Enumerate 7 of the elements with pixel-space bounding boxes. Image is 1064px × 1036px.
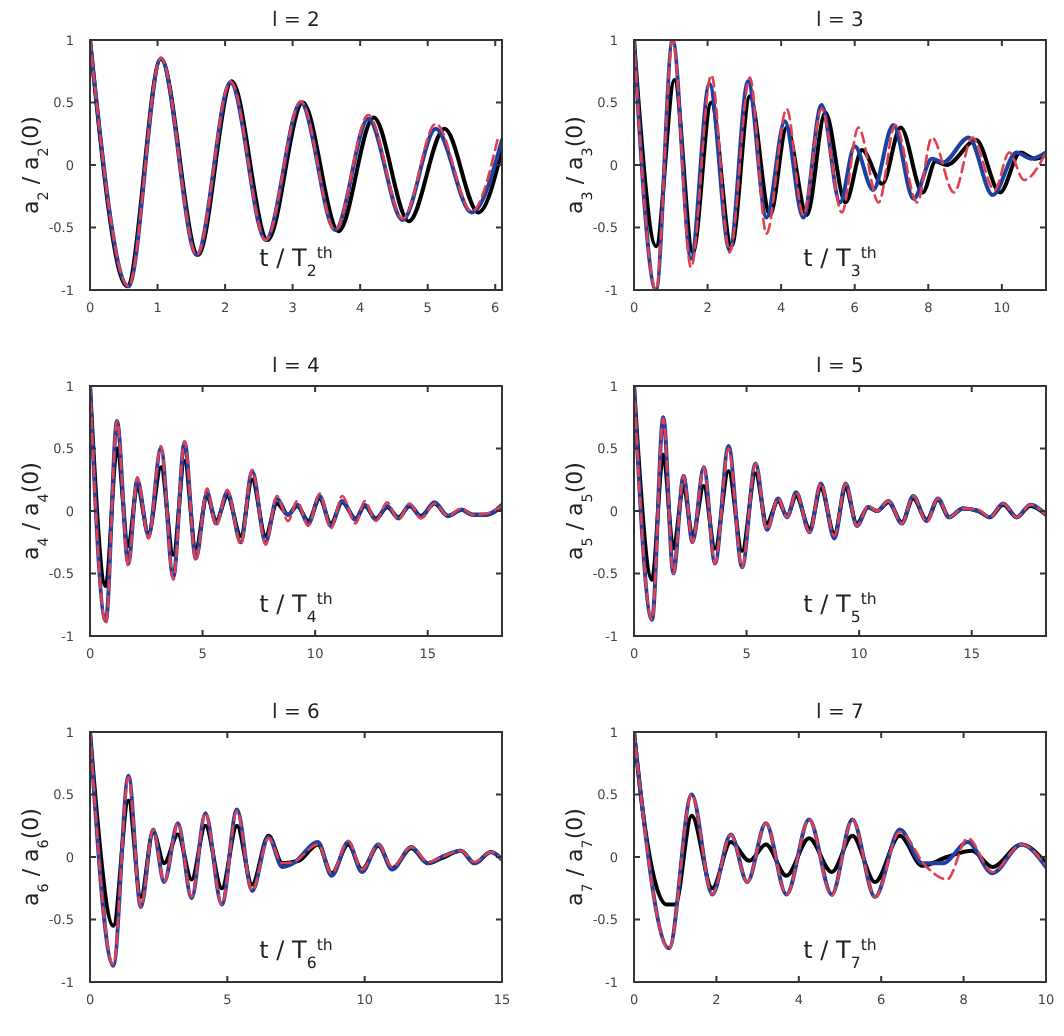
line-series xyxy=(634,386,1046,622)
chart-title: l = 5 xyxy=(816,356,864,378)
chart-title: l = 6 xyxy=(272,702,320,724)
chart-title: l = 7 xyxy=(816,702,864,724)
chart-title: l = 4 xyxy=(272,356,320,378)
chart-title: l = 3 xyxy=(816,10,864,32)
chart-title: l = 2 xyxy=(272,10,320,32)
